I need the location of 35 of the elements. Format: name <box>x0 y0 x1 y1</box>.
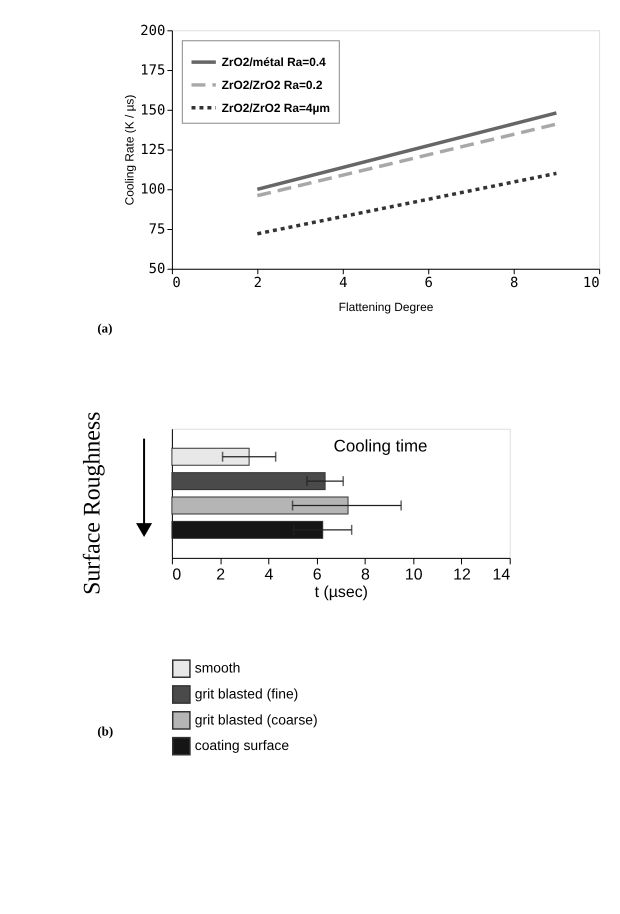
x-tick-label: 2 <box>254 275 262 292</box>
x-axis-title: Flattening Degree <box>338 300 434 314</box>
x-tick-label: 0 <box>172 275 181 292</box>
legend-label: grit blasted (coarse) <box>194 711 318 728</box>
text: (b) <box>97 724 114 739</box>
x-tick-label: 4 <box>264 566 274 584</box>
legend-label: grit blasted (fine) <box>194 685 298 702</box>
y-tick-label: 125 <box>140 142 166 158</box>
x-tick-label: 2 <box>216 566 226 584</box>
x-tick-label: 10 <box>582 275 600 292</box>
y-axis-title: Surface Roughness <box>79 412 106 595</box>
chart-title: Cooling time <box>334 436 428 456</box>
legend-label: ZrO2/métal Ra=0.4 <box>222 55 326 70</box>
x-tick-label: 8 <box>361 566 370 584</box>
x-tick-label: 6 <box>424 275 433 292</box>
x-tick-label: 4 <box>339 275 348 292</box>
y-tick-label: 200 <box>140 22 166 39</box>
x-tick-label: 12 <box>453 566 471 584</box>
y-tick-label: 100 <box>140 182 166 198</box>
legend-label: ZrO2/ZrO2 Ra=0.2 <box>222 78 323 92</box>
x-tick-label: 14 <box>492 566 510 584</box>
legend-label: ZrO2/ZrO2 Ra=4µm <box>222 100 330 115</box>
legend-label: coating surface <box>194 737 290 754</box>
x-tick-label: 0 <box>172 566 182 584</box>
text: (a) <box>97 320 112 336</box>
y-axis-title: Cooling Rate (K / µs) <box>122 94 136 206</box>
x-tick-label: 10 <box>404 566 423 584</box>
y-tick-label: 75 <box>148 221 166 238</box>
x-tick-label: 8 <box>510 275 518 292</box>
y-tick-label: 150 <box>140 102 166 118</box>
y-tick-label: 175 <box>140 62 166 79</box>
legend-label: smooth <box>194 660 240 676</box>
x-axis-title: t (µsec) <box>314 584 368 602</box>
x-tick-label: 6 <box>312 566 322 584</box>
y-tick-label: 50 <box>148 261 166 278</box>
